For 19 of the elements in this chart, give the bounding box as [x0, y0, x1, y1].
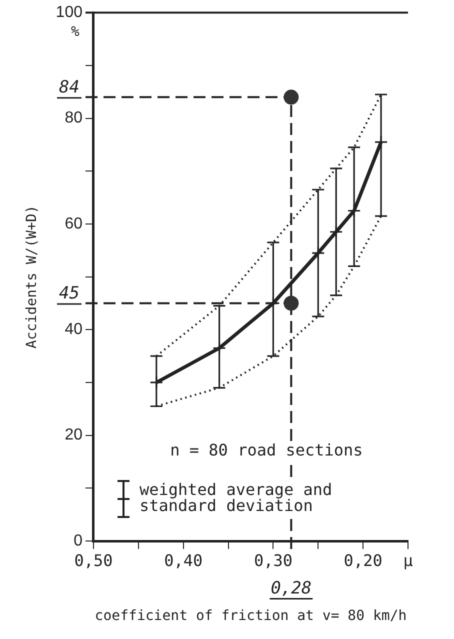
x-tick-label: 0,40 — [164, 550, 203, 570]
x-axis-title: coefficient of friction at v= 80 km/h — [94, 608, 407, 624]
y-tick-label: 40 — [64, 321, 83, 338]
x-tick-label: 0,50 — [74, 550, 113, 570]
y-axis-title: Accidents W/(W+D) — [24, 205, 40, 348]
y-tick-label: 80 — [64, 110, 83, 127]
y-tick-label: 60 — [64, 215, 83, 232]
y-tick-label: 20 — [64, 426, 83, 444]
annotation: n = 80 road sections — [170, 440, 363, 460]
text: % — [71, 24, 80, 40]
x-tick-label: 0,30 — [254, 550, 292, 570]
ref-line-label: 45 — [59, 284, 80, 304]
ref-line-label: 0,28 — [270, 578, 312, 598]
ref-line-label: 84 — [59, 78, 80, 98]
x-tick-label: μ — [403, 550, 414, 570]
legend-label: weighted average and standard deviation — [139, 480, 332, 516]
y-tick-label: 0 — [74, 532, 83, 550]
y-tick-label: 100 — [56, 4, 83, 22]
x-tick-label: 0,20 — [344, 550, 382, 570]
